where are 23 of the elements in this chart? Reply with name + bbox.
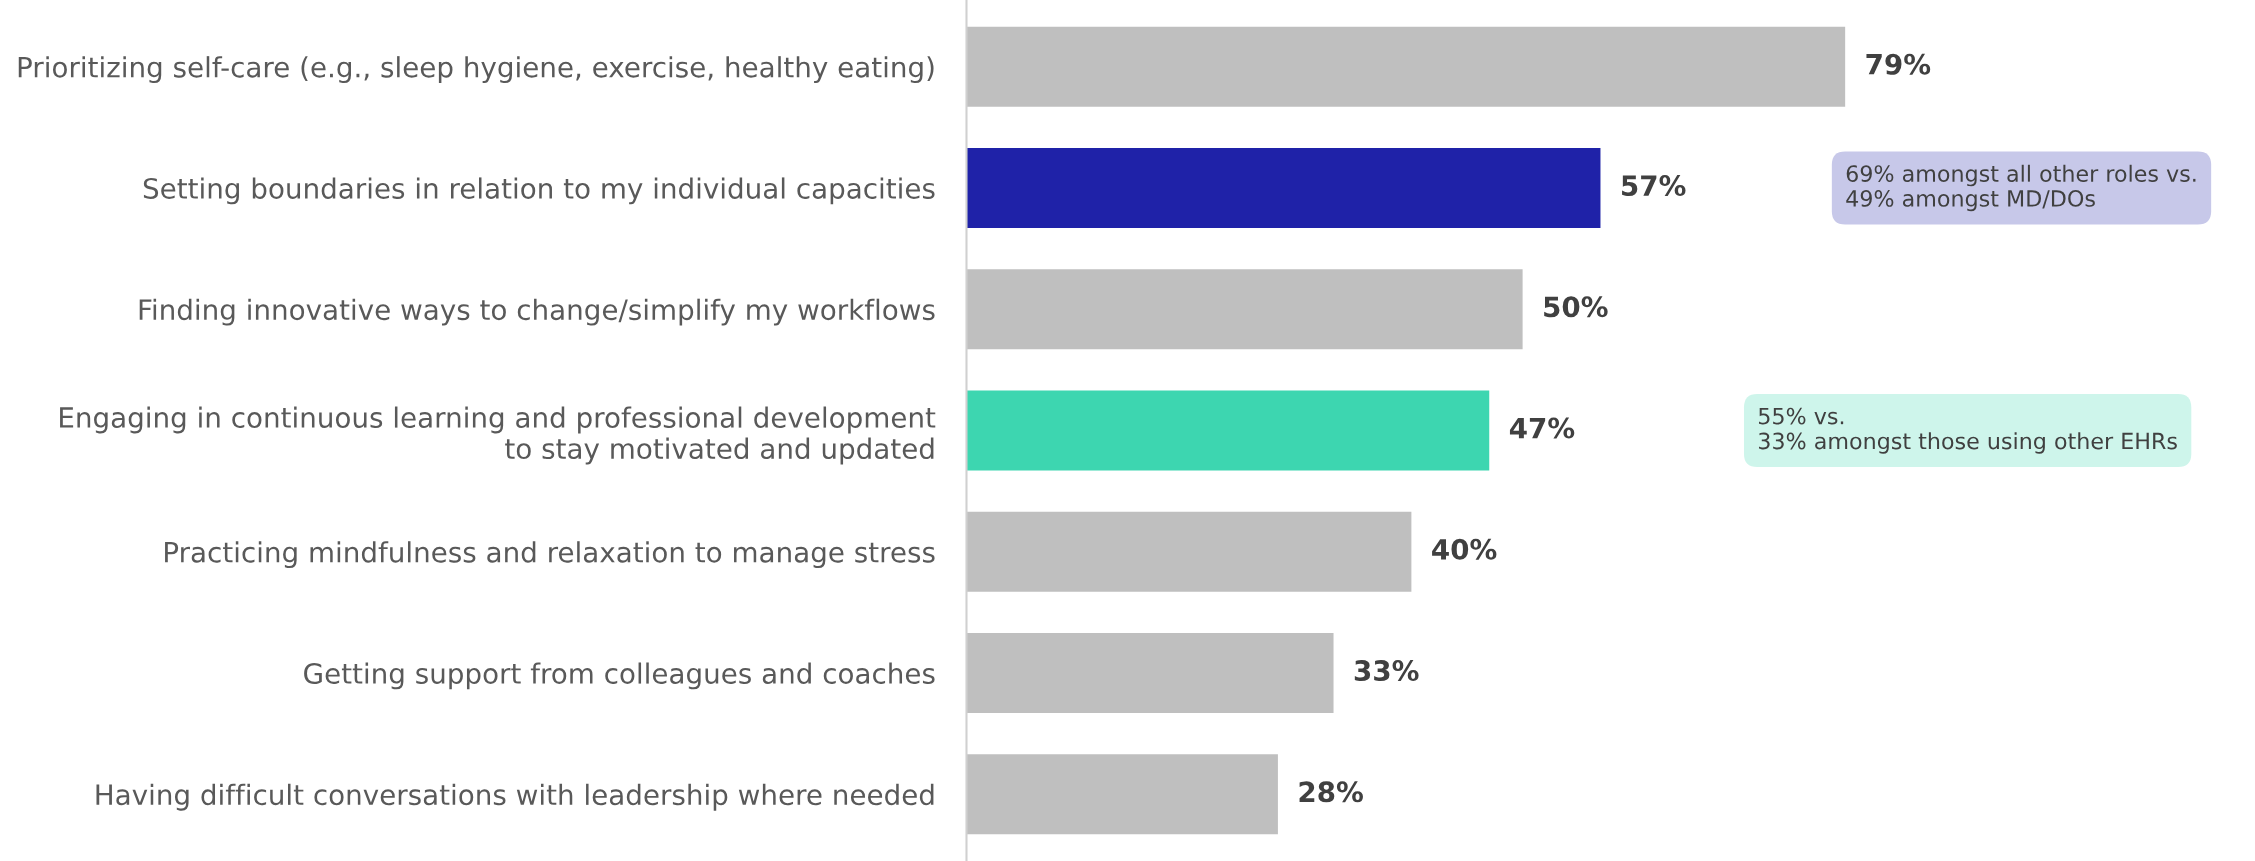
data-label: 57% bbox=[1622, 175, 1686, 197]
data-label: 47% bbox=[1509, 417, 1575, 439]
bar bbox=[966, 633, 1334, 714]
bar bbox=[966, 147, 1601, 228]
bar bbox=[966, 754, 1278, 835]
bar bbox=[966, 26, 1846, 107]
bar bbox=[966, 511, 1412, 592]
data-label: 40% bbox=[1432, 538, 1497, 560]
y-tick-label: Setting boundaries in relation to my individual capacities bbox=[143, 177, 935, 205]
y-tick-label: Engaging in continuous learning and professional development to stay motivated and updated bbox=[60, 406, 936, 465]
text: 69% amongst all other roles vs. 49% amongst MD/DOs bbox=[1846, 164, 2196, 212]
annotation: 55% vs. 33% amongst those using other EHRs bbox=[1758, 407, 2177, 454]
bar bbox=[966, 269, 1523, 350]
data-label: 50% bbox=[1544, 296, 1608, 318]
y-tick-label: Having difficult conversations with leadership where needed bbox=[96, 783, 934, 811]
y-tick-label: Practicing mindfulness and relaxation to manage stress bbox=[165, 541, 935, 569]
data-label: 33% bbox=[1354, 660, 1419, 682]
y-tick-label: Prioritizing self-care (e.g., sleep hygiene, exercise, healthy eating) bbox=[18, 56, 934, 84]
data-label: 28% bbox=[1299, 781, 1363, 803]
bar bbox=[966, 390, 1490, 471]
y-tick-label: Finding innovative ways to change/simplify my workflows bbox=[139, 298, 935, 326]
y-tick-label: Getting support from colleagues and coaches bbox=[304, 662, 935, 690]
data-label: 79% bbox=[1866, 53, 1931, 75]
